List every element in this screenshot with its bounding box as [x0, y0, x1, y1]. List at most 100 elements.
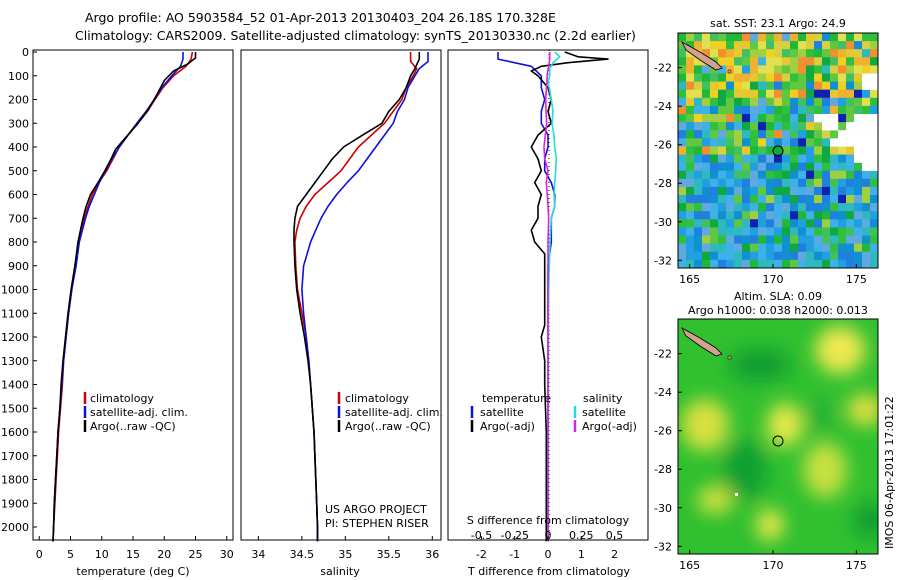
- sst-cell: [766, 138, 775, 147]
- sst-cell: [718, 211, 727, 220]
- sla-blob: [723, 440, 767, 500]
- temperature-legend: climatology satellite-adj. clim. Argo(..…: [83, 392, 188, 433]
- sla-title-1: Altim. SLA: 0.09: [734, 290, 822, 303]
- sst-cell: [862, 203, 871, 212]
- sst-cell: [870, 235, 878, 244]
- sst-cell-missing: [870, 114, 878, 123]
- sst-cell: [726, 41, 735, 50]
- sst-cell: [854, 57, 863, 66]
- sst-cell: [822, 57, 831, 66]
- sst-cell: [766, 195, 775, 204]
- sst-cell: [854, 97, 863, 107]
- sst-cell: [774, 89, 783, 98]
- sst-cell: [830, 130, 839, 139]
- lat-tick-label: -28: [654, 463, 672, 476]
- sst-cell: [742, 65, 751, 74]
- sst-cell: [846, 251, 855, 260]
- sst-cell: [726, 114, 735, 123]
- sst-cell-cold: [822, 186, 830, 195]
- sst-cell: [734, 73, 743, 82]
- sst-cell: [766, 73, 775, 82]
- sst-cell: [726, 259, 735, 268]
- s-tick-label: 0.25: [569, 529, 594, 542]
- sst-cell: [846, 33, 855, 42]
- sst-cell: [830, 41, 839, 50]
- sst-cell: [782, 97, 791, 107]
- sst-cell: [718, 235, 727, 244]
- sst-cell: [678, 97, 687, 107]
- sst-cell: [830, 57, 839, 66]
- sst-cell: [726, 105, 735, 115]
- sst-map-frame: [677, 32, 879, 269]
- sst-cell: [694, 251, 703, 260]
- sst-cell: [726, 154, 735, 163]
- sst-cell: [742, 203, 751, 212]
- sst-cell: [710, 195, 719, 204]
- sst-cell: [806, 195, 815, 204]
- sst-cell: [742, 105, 751, 115]
- sst-cell: [742, 41, 751, 50]
- sst-cell: [846, 57, 855, 66]
- sst-cell: [694, 235, 703, 244]
- sst-cell: [710, 259, 719, 268]
- sst-cell-missing: [822, 114, 831, 123]
- sst-cell: [710, 49, 719, 58]
- sst-cell: [766, 49, 775, 58]
- sst-cell: [750, 81, 759, 90]
- sst-cell: [694, 154, 703, 163]
- sal-legend-climatology: climatology: [345, 392, 409, 405]
- sst-cell: [726, 251, 735, 260]
- sst-cell: [734, 65, 743, 74]
- sst-cell: [758, 227, 767, 236]
- sst-cell: [870, 186, 878, 196]
- sst-cell-cold: [806, 170, 814, 179]
- sst-cell: [718, 186, 727, 196]
- sst-cell: [854, 235, 863, 244]
- sst-cell: [766, 259, 775, 268]
- sst-cell: [678, 243, 687, 252]
- sst-cell: [798, 114, 807, 123]
- sla-island-1: [727, 355, 732, 360]
- sst-cell: [838, 211, 847, 220]
- sst-cell: [718, 259, 727, 268]
- sst-cell: [742, 219, 751, 228]
- sst-cell: [862, 211, 871, 220]
- sst-cell: [774, 97, 783, 107]
- lat-tick-label: -32: [654, 254, 672, 267]
- depth-tick-label: 1900: [1, 497, 29, 510]
- sst-cell: [774, 41, 783, 50]
- sst-cell: [702, 162, 711, 171]
- x-tick-label: 1: [578, 548, 585, 561]
- sst-cell: [838, 105, 847, 115]
- salinity-panel: 34 34.5 35 35.5 36 salinity climatology sate…: [240, 49, 443, 578]
- sst-cell: [718, 243, 727, 252]
- sst-cell: [734, 49, 743, 58]
- sst-cell: [798, 186, 807, 196]
- sst-cell: [742, 138, 751, 147]
- sst-cell: [782, 227, 791, 236]
- sst-cell: [766, 146, 775, 155]
- difference-legend: temperature salinity satellite Argo(-adj…: [470, 392, 637, 433]
- depth-tick-label: 400: [8, 141, 29, 154]
- sst-cell: [750, 97, 759, 107]
- sst-cell: [846, 49, 855, 58]
- sst-cell: [694, 227, 703, 236]
- sst-cell: [846, 73, 855, 82]
- sst-cell: [862, 259, 871, 268]
- sst-cell: [798, 170, 807, 179]
- sst-cell: [718, 146, 727, 155]
- series-line-salinity-argo: [543, 52, 551, 542]
- sst-cell: [790, 89, 799, 98]
- sst-cell-missing: [854, 146, 863, 155]
- sst-cell: [750, 195, 759, 204]
- sst-cell: [702, 89, 711, 98]
- sst-cell-missing: [870, 138, 878, 147]
- sst-cell: [758, 211, 767, 220]
- series-line-temperature-argo: [530, 51, 609, 542]
- sst-cell: [862, 65, 871, 74]
- sst-cell: [694, 195, 703, 204]
- sst-cell: [814, 154, 823, 163]
- sst-cell: [806, 259, 815, 268]
- diff-legend-targo: Argo(-adj): [480, 420, 535, 433]
- sst-cell: [838, 243, 847, 252]
